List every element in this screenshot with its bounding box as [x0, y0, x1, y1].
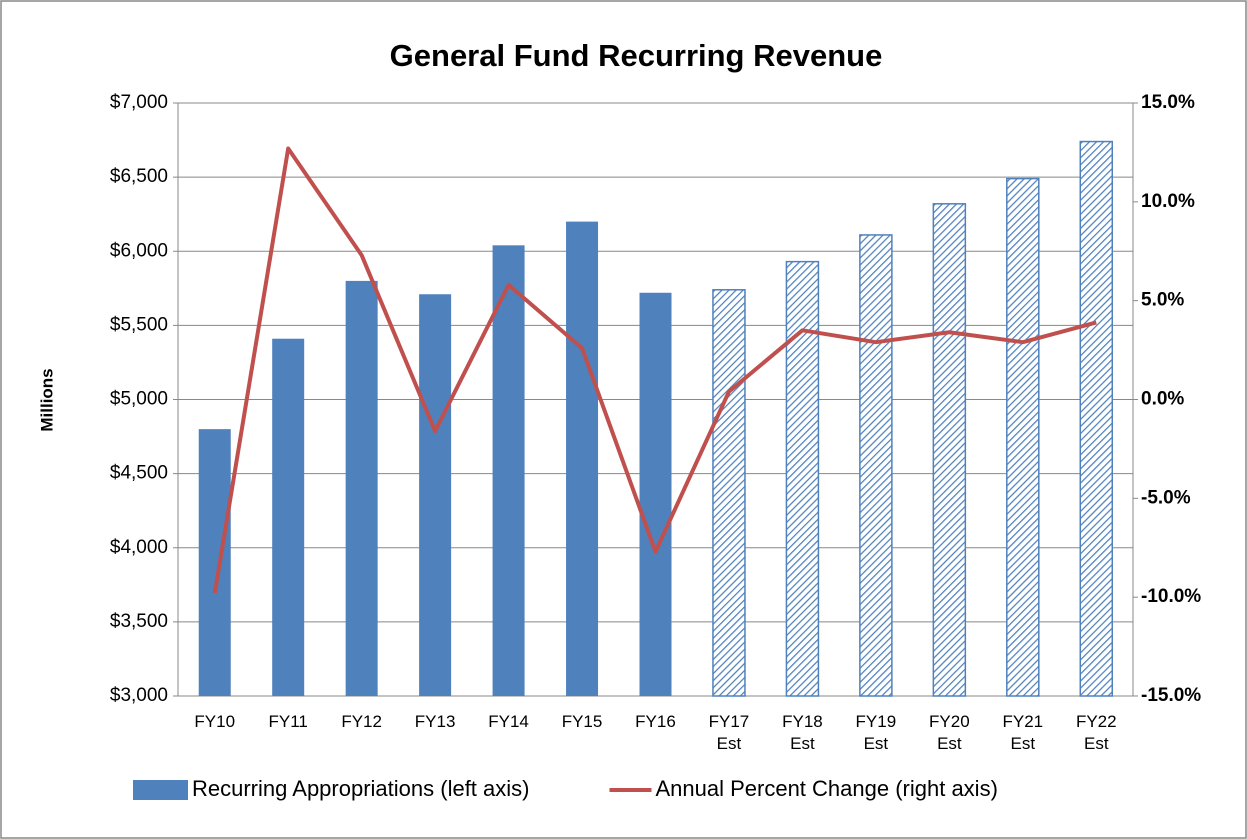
bar — [712, 289, 746, 697]
legend-swatch — [133, 780, 188, 800]
y2-tick-label: 0.0% — [1141, 389, 1184, 410]
legend-label: Annual Percent Change (right axis) — [655, 776, 997, 801]
bar — [932, 203, 967, 697]
x-tick-label: FY22 Est — [1075, 712, 1117, 753]
bar — [785, 260, 820, 697]
x-tick-label: FY12 — [341, 712, 382, 731]
bar — [492, 245, 525, 696]
bar — [419, 294, 452, 696]
chart-title: General Fund Recurring Revenue — [390, 38, 883, 73]
bar — [639, 292, 672, 696]
bar — [566, 221, 599, 696]
x-tick-label: FY18 Est — [782, 712, 823, 753]
bar — [345, 280, 378, 696]
y-tick-label: $6,500 — [110, 166, 168, 187]
y-tick-label: $6,000 — [110, 240, 168, 261]
y2-tick-label: -15.0% — [1141, 685, 1201, 706]
x-tick-label: FY17 Est — [708, 712, 750, 753]
x-tick-label: FY11 — [268, 712, 308, 731]
y-tick-label: $3,500 — [110, 611, 168, 632]
y2-tick-label: 15.0% — [1141, 92, 1195, 113]
y2-tick-label: 5.0% — [1141, 290, 1184, 311]
y-tick-label: $5,500 — [110, 314, 168, 335]
y2-tick-label: -5.0% — [1141, 487, 1191, 508]
line — [212, 146, 1097, 594]
y-tick-label: $4,500 — [110, 463, 168, 484]
bar — [272, 338, 305, 696]
x-tick-label: FY13 — [414, 712, 456, 731]
y2-tick-label: 10.0% — [1141, 191, 1195, 212]
y-tick-label: $5,000 — [110, 389, 168, 410]
x-tick-label: FY16 — [635, 712, 676, 731]
y-tick-label: $7,000 — [110, 92, 168, 113]
x-tick-label: FY14 — [488, 712, 529, 731]
legend-label: Recurring Appropriations (left axis) — [192, 776, 529, 801]
x-tick-label: FY20 Est — [929, 712, 970, 753]
y-tick-label: $4,000 — [110, 537, 168, 558]
x-tick-label: FY15 — [561, 712, 603, 731]
bar — [1079, 140, 1114, 697]
y2-tick-label: -10.0% — [1141, 586, 1201, 607]
x-tick-label: FY10 — [194, 712, 236, 731]
bar — [198, 429, 231, 696]
y-tick-label: $3,000 — [110, 685, 168, 706]
bar — [1006, 177, 1040, 697]
x-tick-label: FY21 Est — [1002, 712, 1044, 753]
bar — [859, 234, 893, 697]
x-tick-label: FY19 Est — [855, 712, 897, 753]
y-axis-label: Millions — [37, 368, 56, 431]
